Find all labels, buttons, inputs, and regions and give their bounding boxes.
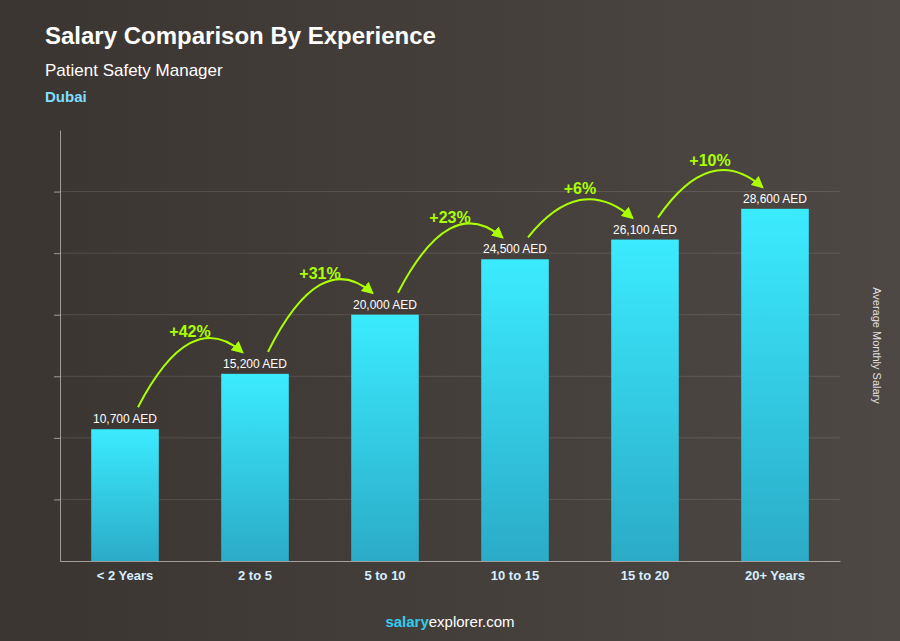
y-tick-mark [54, 376, 60, 377]
y-tick-mark [54, 192, 60, 193]
x-axis-line [61, 561, 841, 562]
change-arrow [528, 199, 632, 237]
grid [60, 192, 840, 500]
x-tick-label: 10 to 15 [491, 568, 539, 583]
x-tick-label: 20+ Years [745, 568, 805, 583]
data-label: 20,000 AED [353, 298, 417, 312]
data-labels: 10,700 AED 15,200 AED 20,000 AED 24,500 AED… [93, 192, 807, 426]
change-label: +42% [169, 323, 210, 340]
y-tick [54, 253, 60, 254]
y-tick-mark [54, 438, 60, 439]
bars [91, 209, 809, 561]
footer-text: explorer.com [429, 613, 515, 630]
change-label: +31% [299, 265, 340, 282]
bar [221, 374, 289, 561]
x-tick-label: < 2 Years [97, 568, 154, 583]
x-tick-label: 15 to 20 [621, 568, 669, 583]
y-tick [54, 192, 60, 193]
change-label: +10% [689, 152, 730, 169]
grid-line [60, 376, 840, 377]
bar [91, 429, 159, 561]
change-arrow [398, 223, 502, 292]
x-tick-label: 5 to 10 [364, 568, 405, 583]
bar [741, 209, 809, 561]
change-label: +23% [429, 209, 470, 226]
footer-text: salary [385, 613, 429, 630]
y-tick [54, 499, 60, 500]
x-tick: 10 to 15 [491, 561, 539, 583]
y-axis-line [60, 131, 61, 562]
chart: < 2 Years 2 to 5 5 to 10 10 to 15 15 to 20 20… [0, 0, 900, 641]
data-label: 15,200 AED [223, 357, 287, 371]
background [0, 0, 900, 641]
x-tick-label: 2 to 5 [238, 568, 272, 583]
y-tick [54, 315, 60, 316]
y-tick-mark [54, 499, 60, 500]
data-label: 28,600 AED [743, 192, 807, 206]
data-label: 10,700 AED [93, 412, 157, 426]
y-tick [54, 376, 60, 377]
grid-line [60, 437, 840, 438]
data-label: 24,500 AED [483, 242, 547, 256]
grid-line [60, 499, 840, 500]
change-arrow [268, 279, 372, 352]
city: Dubai [45, 88, 87, 105]
bar [481, 259, 549, 561]
grid-line [60, 253, 840, 254]
footer: salaryexplorer.com [385, 613, 514, 630]
bar [611, 240, 679, 561]
annotations: +42% +31% +23% +6% +10% [138, 152, 762, 407]
x-tick: 2 to 5 [238, 561, 272, 583]
x-tick: 20+ Years [745, 561, 805, 583]
change-label: +6% [564, 180, 596, 197]
subtitle: Patient Safety Manager [45, 61, 223, 80]
y-tick-mark [54, 315, 60, 316]
change-arrow [138, 338, 242, 407]
grid-line [60, 191, 840, 192]
title: Salary Comparison By Experience [45, 22, 436, 49]
x-tick: 15 to 20 [621, 561, 669, 583]
bar [351, 315, 419, 561]
data-label: 26,100 AED [613, 223, 677, 237]
y-tick-mark [54, 253, 60, 254]
x-tick: < 2 Years [97, 561, 154, 583]
x-axis: < 2 Years 2 to 5 5 to 10 10 to 15 15 to 20 20… [61, 561, 841, 583]
grid-line [60, 314, 840, 315]
x-tick: 5 to 10 [364, 561, 405, 583]
y-axis [54, 131, 61, 562]
change-arrow [658, 170, 762, 218]
y-tick [54, 438, 60, 439]
y-axis-title: Average Monthly Salary [871, 287, 883, 404]
